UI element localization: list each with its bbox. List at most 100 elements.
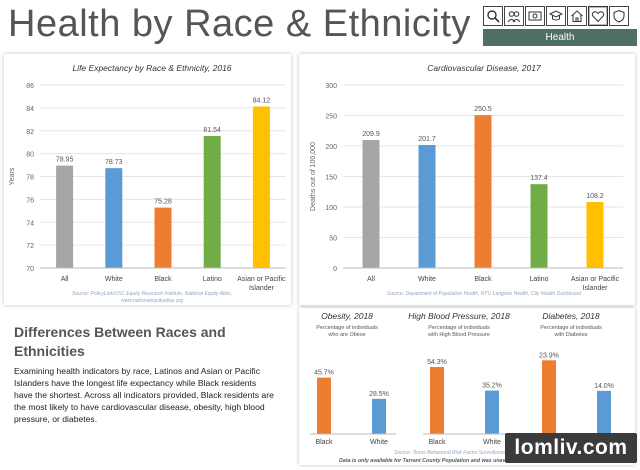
- y-tick-label: 300: [325, 83, 337, 90]
- people-icon[interactable]: [504, 6, 524, 26]
- life-expectancy-chart: Life Expectancy by Race & Ethnicity, 201…: [9, 63, 286, 304]
- section-body: Examining health indicators by race, Lat…: [14, 366, 274, 424]
- y-tick-label: 100: [325, 205, 337, 212]
- bar: [586, 201, 604, 268]
- heart-icon[interactable]: [588, 6, 608, 26]
- education-icon[interactable]: [546, 6, 566, 26]
- data-label: 137.4: [530, 175, 548, 182]
- x-tick-label: Islander: [583, 285, 609, 292]
- bar: [418, 144, 436, 268]
- x-tick-label: White: [418, 276, 436, 283]
- data-label: 78.95: [56, 157, 74, 164]
- chart-subtitle: who are Obese: [327, 332, 365, 338]
- x-tick-label: White: [105, 276, 123, 283]
- chart-subtitle: Percentage of individuals: [540, 325, 602, 331]
- y-tick-label: 150: [325, 175, 337, 182]
- data-label: 81.54: [203, 127, 221, 134]
- y-tick-label: 200: [325, 144, 337, 151]
- x-tick-label: All: [367, 276, 375, 283]
- bar: [485, 390, 499, 434]
- house-icon[interactable]: [567, 6, 587, 26]
- bar: [372, 398, 386, 434]
- chart-source: Source: Department of Population Health,…: [387, 291, 581, 297]
- x-tick-label: Black: [428, 439, 446, 446]
- x-tick-label: White: [483, 439, 501, 446]
- page-title: Health by Race & Ethnicity: [8, 3, 471, 45]
- x-tick-label: Latino: [529, 276, 548, 283]
- y-tick-label: 74: [26, 220, 34, 227]
- bar: [56, 165, 74, 268]
- bar: [105, 168, 123, 268]
- y-tick-label: 86: [26, 83, 34, 90]
- data-label: 35.2%: [482, 383, 502, 390]
- y-tick-label: 76: [26, 197, 34, 204]
- y-tick-label: 70: [26, 266, 34, 273]
- y-tick-label: 50: [329, 236, 337, 243]
- chart-subtitle: with High Blood Pressure: [427, 332, 490, 338]
- bar: [530, 184, 548, 268]
- data-label: 250.5: [474, 106, 492, 113]
- data-label: 23.9%: [539, 352, 559, 359]
- y-tick-label: 78: [26, 175, 34, 182]
- cardiovascular-panel: Cardiovascular Disease, 2017 0 50 100 150 200…: [299, 54, 635, 305]
- chart-title: Life Expectancy by Race & Ethnicity, 201…: [72, 63, 231, 73]
- data-label: 201.7: [418, 136, 436, 143]
- x-tick-label: All: [61, 276, 69, 283]
- data-label: 209.9: [362, 131, 380, 138]
- small-charts: Obesity, 2018 Percentage of individuals wh…: [310, 311, 621, 464]
- shield-icon[interactable]: [609, 6, 629, 26]
- y-tick-label: 82: [26, 129, 34, 136]
- x-tick-label: Islander: [249, 285, 275, 292]
- chart-title: Diabetes, 2018: [542, 311, 599, 321]
- y-tick-label: 0: [333, 266, 337, 273]
- data-label: 45.7%: [314, 370, 334, 377]
- chart-subtitle: Percentage of individuals: [428, 325, 490, 331]
- money-icon[interactable]: [525, 6, 545, 26]
- chart-source: Source: Texas Behavioral Risk Factor Sur…: [394, 450, 524, 456]
- x-tick-label: Asian or Pacific: [237, 276, 286, 283]
- x-tick-label: Asian or Pacific: [571, 276, 620, 283]
- chart-source: www.nationalequityatlas.org: [121, 298, 183, 304]
- bar: [203, 136, 221, 268]
- cardiovascular-chart: Cardiovascular Disease, 2017 0 50 100 150 200…: [310, 63, 623, 297]
- bar: [317, 377, 331, 434]
- chart-title: High Blood Pressure, 2018: [408, 311, 510, 321]
- data-label: 54.3%: [427, 359, 447, 366]
- chart-title: Obesity, 2018: [321, 311, 373, 321]
- data-label: 108.2: [586, 193, 604, 200]
- y-tick-label: 80: [26, 152, 34, 159]
- y-tick-label: 250: [325, 114, 337, 121]
- y-tick-label: 72: [26, 243, 34, 250]
- data-label: 14.0%: [594, 383, 614, 390]
- footer-note: Data is only available for Tarrant Count…: [339, 458, 595, 464]
- watermark: lomliv.com: [505, 433, 637, 463]
- x-tick-label: White: [370, 439, 388, 446]
- chart-source: Source: PolicyLink/USC Equity Research I…: [72, 291, 232, 297]
- bar: [252, 106, 270, 268]
- nav-active-label[interactable]: Health: [483, 29, 637, 46]
- small-charts-panel: Obesity, 2018 Percentage of individuals wh…: [299, 308, 635, 465]
- data-label: 84.12: [253, 98, 271, 105]
- data-label: 75.28: [154, 199, 172, 206]
- bar: [430, 367, 444, 434]
- x-tick-label: Black: [474, 276, 492, 283]
- bar: [362, 139, 380, 268]
- bar: [542, 360, 556, 434]
- topic-nav: [483, 6, 629, 26]
- y-axis-label: Deaths out of 100,000: [310, 142, 317, 211]
- chart-title: Cardiovascular Disease, 2017: [427, 63, 541, 73]
- section-title: Differences Between Races and Ethnicitie…: [14, 324, 226, 359]
- x-tick-label: Black: [315, 439, 333, 446]
- bar: [154, 207, 172, 268]
- search-icon[interactable]: [483, 6, 503, 26]
- y-tick-label: 84: [26, 106, 34, 113]
- data-label: 28.5%: [369, 391, 389, 398]
- bar: [597, 390, 611, 434]
- life-expectancy-panel: Life Expectancy by Race & Ethnicity, 201…: [4, 54, 291, 305]
- bar: [474, 115, 492, 268]
- chart-subtitle: with Diabetes: [553, 332, 587, 338]
- data-label: 78.73: [105, 159, 123, 166]
- x-tick-label: Black: [154, 276, 172, 283]
- y-axis-label: Years: [9, 167, 16, 185]
- x-tick-label: Latino: [203, 276, 222, 283]
